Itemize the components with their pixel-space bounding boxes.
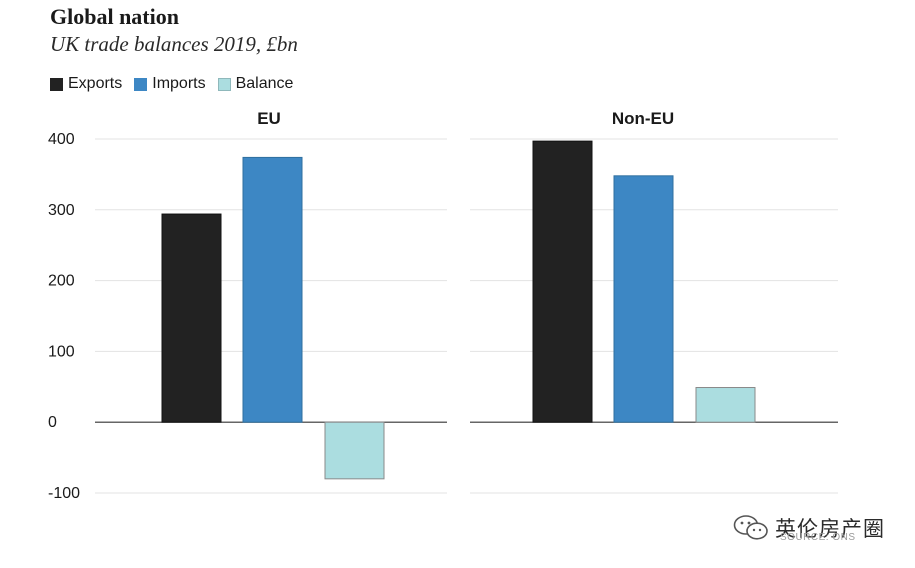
y-tick-label: 200	[48, 273, 75, 290]
y-tick-label: 0	[48, 414, 57, 431]
watermark-text: 英伦房产圈	[775, 518, 885, 541]
legend-swatch-balance	[217, 77, 231, 91]
legend: Exports Imports Balance	[50, 75, 305, 93]
chart-title: Global nation	[50, 4, 179, 29]
wechat-icon	[733, 515, 768, 540]
source-note: SOURCE: ONS	[780, 532, 856, 543]
watermark: 英伦房产圈	[733, 513, 885, 543]
panel-title: Non-EU	[612, 109, 674, 128]
bar-imports	[613, 175, 674, 423]
y-tick-label: -100	[48, 485, 80, 502]
legend-swatch-imports	[134, 77, 148, 91]
legend-label-balance: Balance	[235, 75, 294, 92]
legend-label-exports: Exports	[68, 75, 123, 92]
legend-swatch-exports	[50, 77, 63, 91]
chart-subtitle: UK trade balances 2019, £bn	[50, 32, 298, 56]
y-tick-label: 400	[48, 131, 75, 148]
legend-item-imports: Imports	[134, 75, 206, 93]
legend-item-exports: Exports	[50, 75, 122, 93]
bar-balance	[695, 387, 756, 423]
bar-exports	[532, 140, 593, 423]
y-tick-label: 100	[48, 343, 75, 360]
y-tick-label: 300	[48, 202, 75, 219]
bar-exports	[161, 213, 222, 423]
bar-imports	[242, 156, 303, 423]
panel-title: EU	[257, 109, 281, 128]
legend-item-balance: Balance	[217, 75, 294, 93]
legend-label-imports: Imports	[152, 75, 206, 92]
bar-balance	[324, 421, 385, 480]
